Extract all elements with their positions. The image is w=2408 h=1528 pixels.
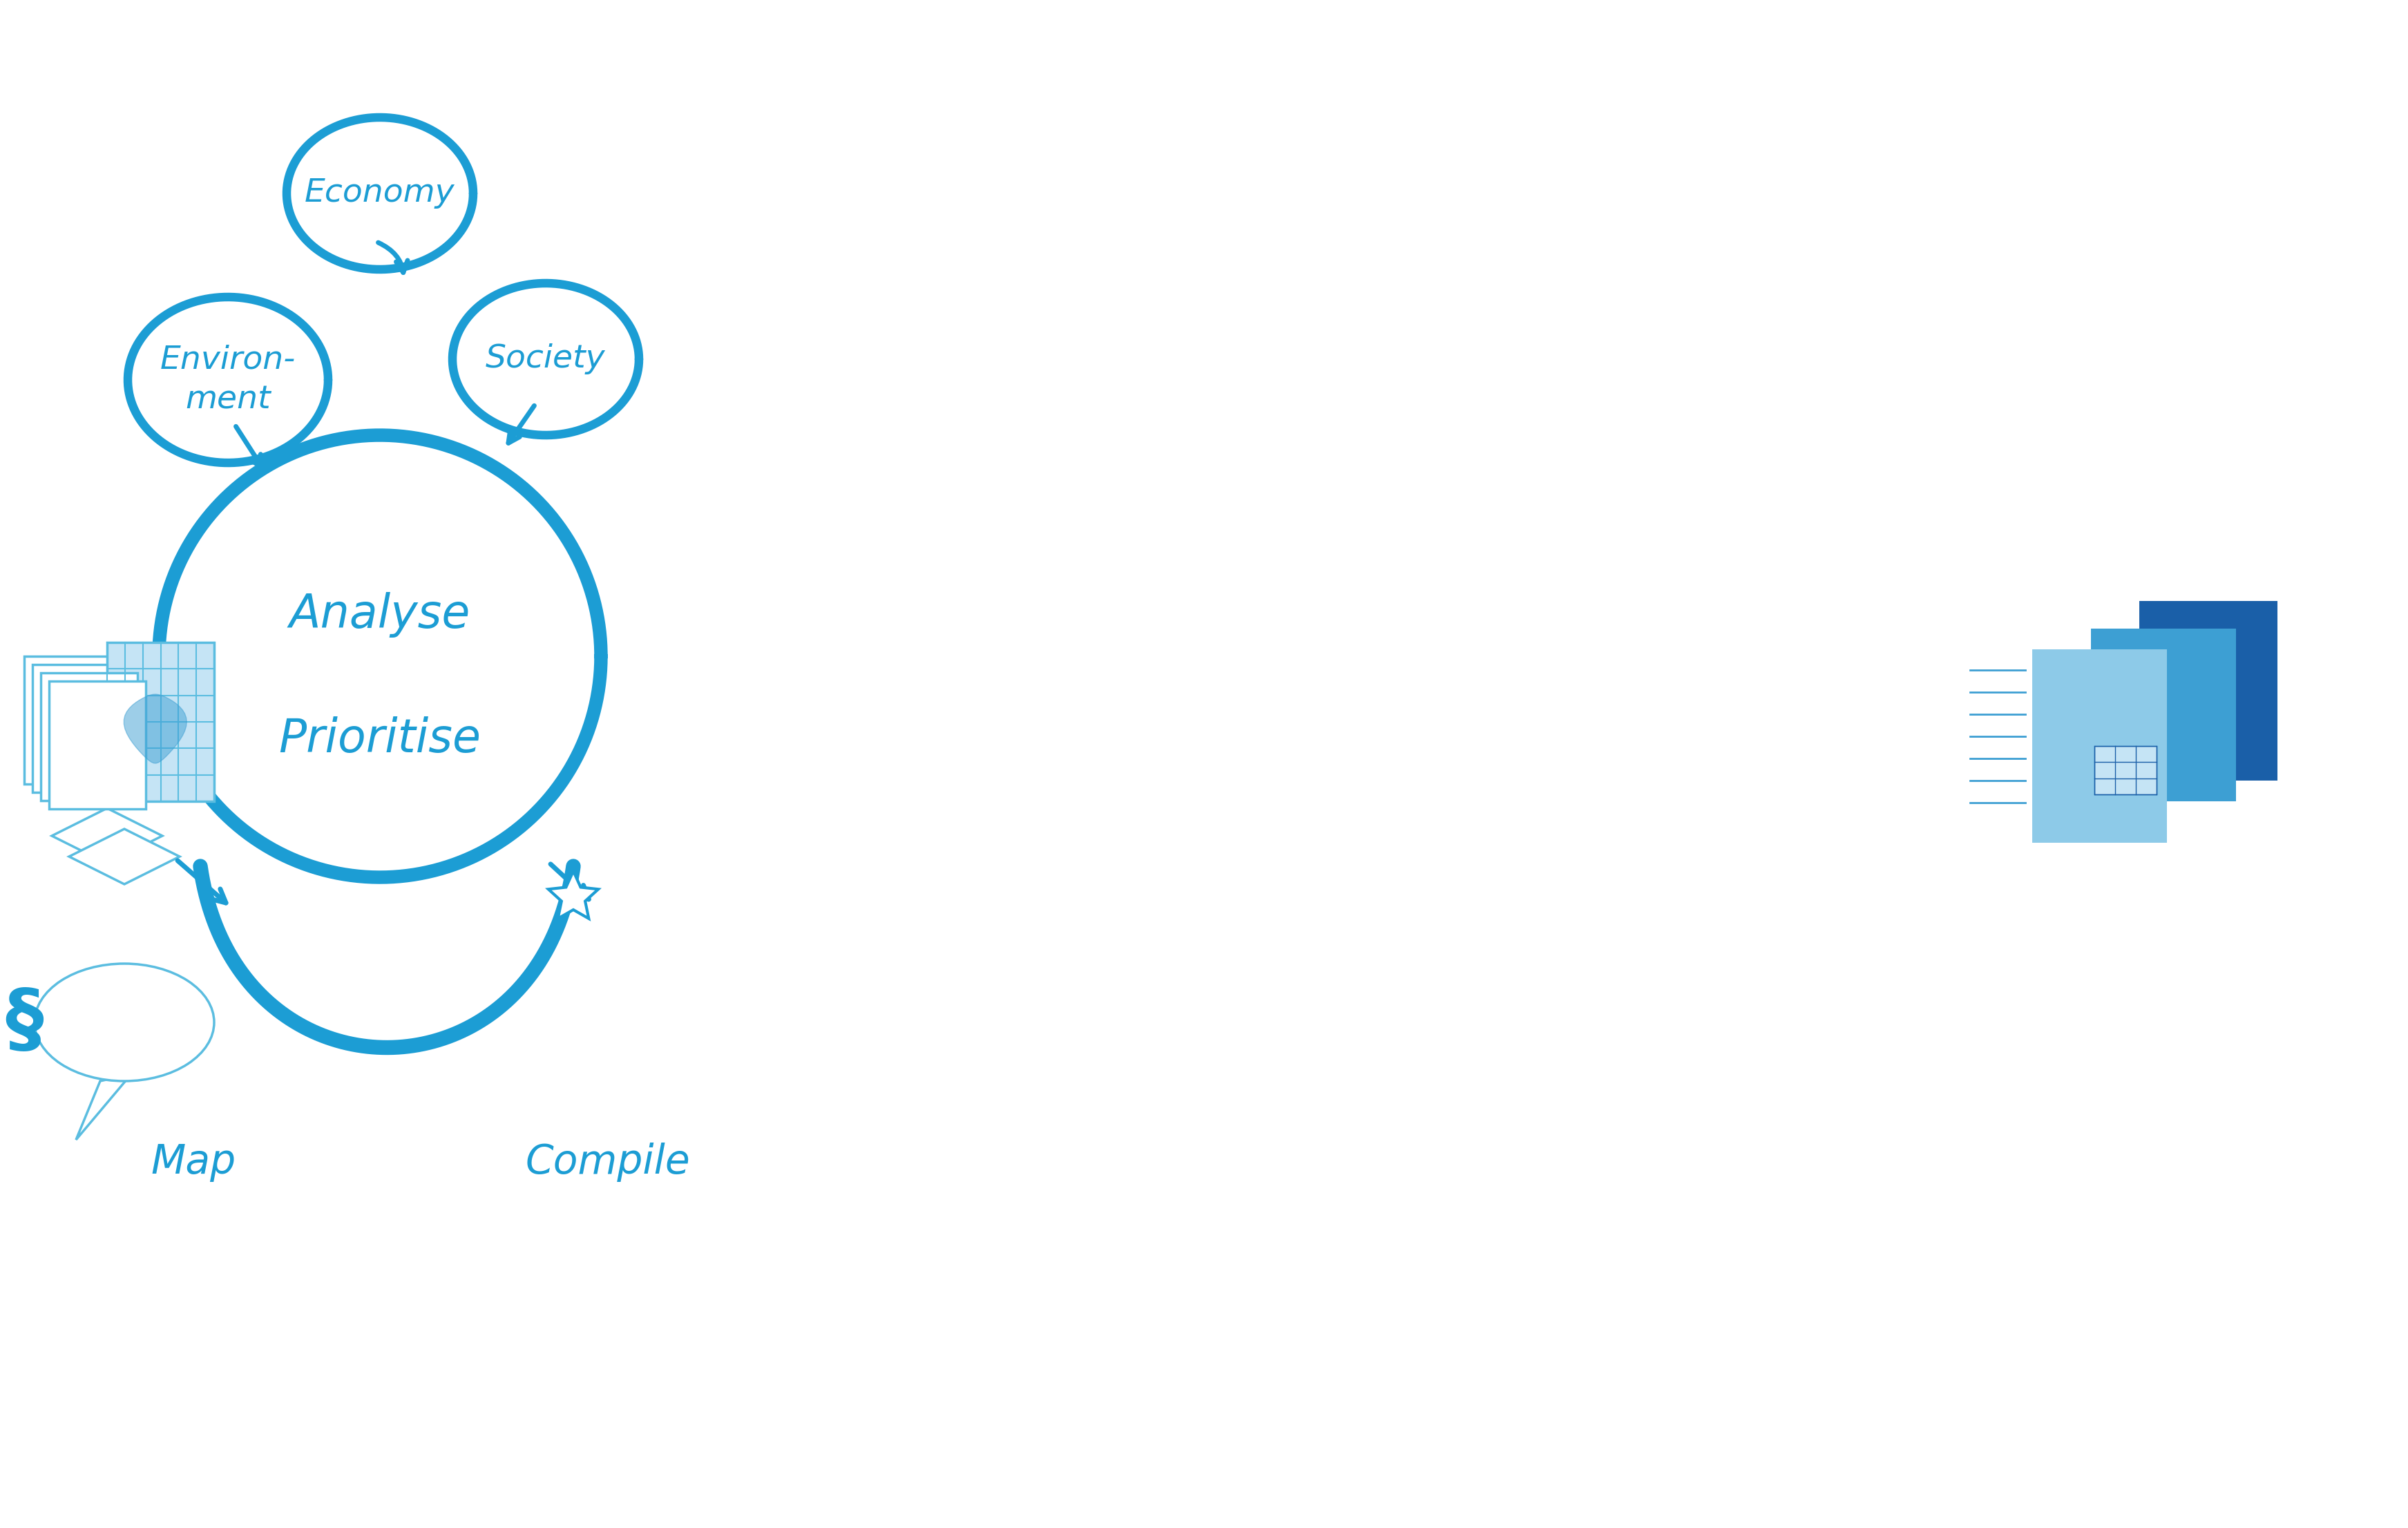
FancyBboxPatch shape [24, 656, 120, 784]
FancyBboxPatch shape [2138, 601, 2208, 625]
Text: Map: Map [152, 1143, 236, 1183]
FancyBboxPatch shape [2090, 628, 2235, 801]
FancyBboxPatch shape [106, 642, 214, 801]
Text: §: § [5, 986, 43, 1059]
Text: Prioritise: Prioritise [279, 717, 482, 762]
FancyBboxPatch shape [31, 665, 130, 793]
Ellipse shape [34, 964, 214, 1082]
Text: Analyse: Analyse [289, 591, 470, 637]
FancyBboxPatch shape [1965, 649, 2032, 843]
Polygon shape [70, 828, 181, 885]
FancyBboxPatch shape [2028, 649, 2167, 843]
Polygon shape [77, 1074, 130, 1140]
Polygon shape [123, 694, 188, 764]
Text: Compile: Compile [525, 1143, 691, 1183]
FancyBboxPatch shape [48, 681, 147, 808]
FancyBboxPatch shape [41, 672, 137, 801]
FancyBboxPatch shape [2138, 601, 2278, 781]
Text: Society: Society [486, 344, 604, 374]
Polygon shape [549, 871, 597, 918]
Polygon shape [53, 808, 161, 863]
Text: Environ-
ment: Environ- ment [159, 344, 296, 416]
FancyBboxPatch shape [2095, 746, 2155, 795]
Text: Economy: Economy [306, 177, 455, 209]
